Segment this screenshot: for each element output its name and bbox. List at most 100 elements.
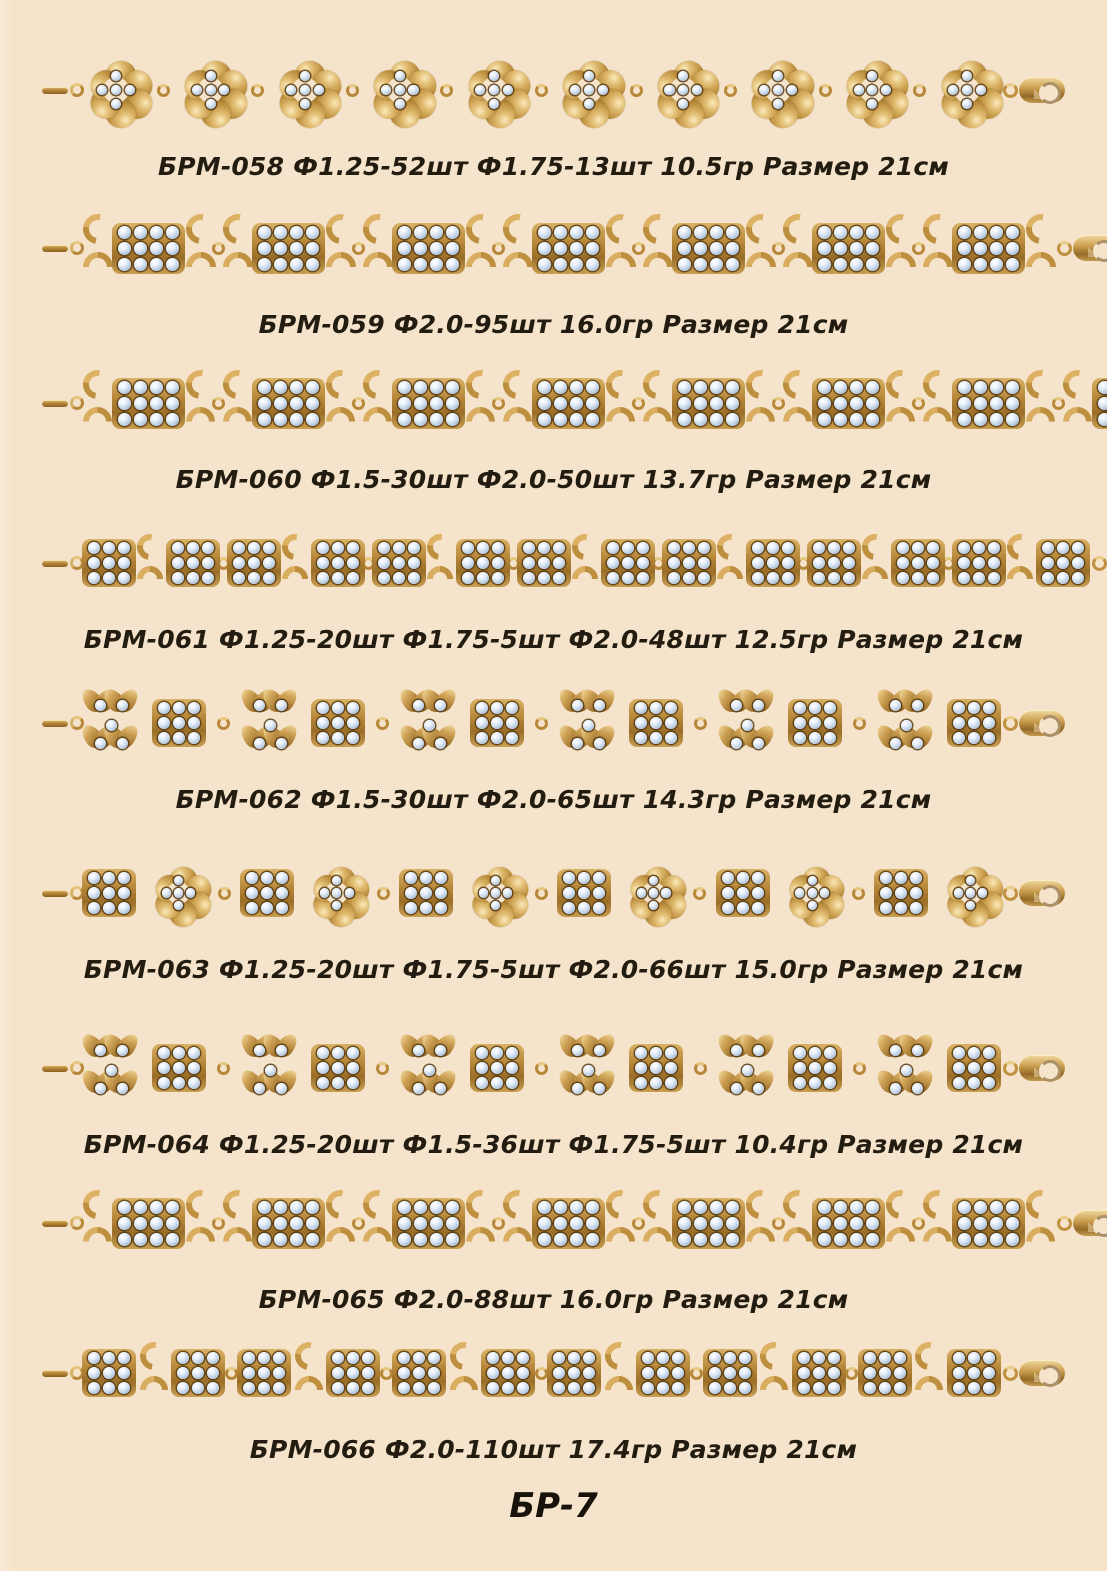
crystal-stone xyxy=(490,876,500,886)
crystal-stone xyxy=(570,396,583,410)
crystal-stone xyxy=(812,1367,825,1379)
crystal-stone xyxy=(694,412,707,426)
crystal-stone xyxy=(982,1352,995,1364)
crystal-stone xyxy=(419,902,432,914)
crystal-stone xyxy=(88,872,100,884)
crystal-stone xyxy=(290,225,303,239)
chain-jump-ring xyxy=(912,241,925,255)
crystal-stone xyxy=(95,700,106,711)
crystal-stone xyxy=(952,1382,965,1394)
bracelet-gem-cluster xyxy=(392,1345,447,1401)
crystal-stone xyxy=(578,872,591,884)
chain-jump-ring xyxy=(629,83,643,97)
bracelet-gem-cluster xyxy=(601,535,655,591)
bracelet-scroll-filigree xyxy=(711,528,749,598)
crystal-stone xyxy=(974,412,987,426)
crystal-stone xyxy=(258,1232,271,1246)
crystal-stone xyxy=(812,1352,825,1364)
bracelet-row-брм-065: БРМ-065 Ф2.0-88шт 16.0гр Размер 21см xyxy=(0,1175,1107,1314)
crystal-stone xyxy=(134,412,147,426)
crystal-stone xyxy=(657,1367,670,1379)
crystal-stone xyxy=(850,380,863,394)
bracelet-link-flower xyxy=(940,861,1008,927)
crystal-stone xyxy=(118,225,131,239)
bracelet-scroll-filigree xyxy=(599,1336,639,1410)
crystal-stone xyxy=(233,572,245,584)
crystal-stone xyxy=(794,1047,806,1059)
bracelet-gem-cluster xyxy=(227,535,281,591)
crystal-stone xyxy=(187,572,199,584)
crystal-stone xyxy=(413,1083,424,1094)
crystal-stone xyxy=(982,1367,995,1379)
crystal-stone xyxy=(813,557,825,569)
clasp-body xyxy=(1019,1360,1065,1387)
bracelet-scroll-filigree xyxy=(356,1184,399,1263)
chain-jump-ring xyxy=(218,886,232,900)
crystal-stone xyxy=(117,700,128,711)
bracelet-link-flower xyxy=(623,861,691,927)
filigree-curl xyxy=(739,1220,782,1263)
bracelet-gem-cluster xyxy=(672,1194,745,1253)
crystal-stone xyxy=(594,738,605,749)
crystal-stone xyxy=(273,1382,286,1394)
crystal-stone xyxy=(538,257,551,271)
crystal-stone xyxy=(414,225,427,239)
crystal-stone xyxy=(1006,380,1019,394)
crystal-stone xyxy=(446,396,459,410)
crystal-stone xyxy=(261,902,274,914)
bracelet-band xyxy=(76,1177,1062,1269)
crystal-stone xyxy=(850,1216,863,1230)
bracelet-scroll-filigree xyxy=(76,364,119,443)
crystal-stone xyxy=(306,1232,319,1246)
crystal-stone xyxy=(968,1047,980,1059)
chain-jump-ring xyxy=(224,1366,238,1380)
crystal-stone xyxy=(678,1232,691,1246)
crystal-stone xyxy=(517,1352,530,1364)
bracelet-gem-cluster xyxy=(812,1194,885,1253)
bracelet-heart-motif xyxy=(877,686,933,760)
crystal-stone xyxy=(850,241,863,255)
crystal-stone xyxy=(818,396,831,410)
crystal-stone xyxy=(446,225,459,239)
crystal-stone xyxy=(731,1083,742,1094)
crystal-stone xyxy=(254,1083,265,1094)
crystal-stone xyxy=(890,1045,901,1056)
crystal-stone xyxy=(752,557,764,569)
filigree-curl xyxy=(179,1220,222,1263)
bracelet-scroll-filigree xyxy=(856,528,894,598)
chain-jump-ring xyxy=(851,886,865,900)
filigree-curl xyxy=(1001,528,1039,566)
bracelet-heart-motif xyxy=(559,686,615,760)
lobster-clasp xyxy=(1003,1055,1065,1082)
crystal-stone xyxy=(274,380,287,394)
crystal-stone xyxy=(983,1077,995,1089)
crystal-stone xyxy=(347,732,359,744)
crystal-stone xyxy=(446,257,459,271)
end-bar xyxy=(42,889,68,897)
bracelet-scroll-filigree xyxy=(356,364,399,443)
crystal-stone xyxy=(317,572,329,584)
crystal-stone xyxy=(694,1232,707,1246)
crystal-stone xyxy=(347,572,359,584)
crystal-stone xyxy=(347,1047,359,1059)
crystal-stone xyxy=(254,1045,265,1056)
crystal-stone xyxy=(263,557,275,569)
filigree-curl xyxy=(421,528,459,566)
crystal-stone xyxy=(188,717,200,729)
crystal-stone xyxy=(491,1062,503,1074)
bracelet-gem-cluster xyxy=(857,1345,912,1401)
crystal-stone xyxy=(597,84,608,96)
crystal-stone xyxy=(607,572,619,584)
crystal-stone xyxy=(276,902,289,914)
crystal-stone xyxy=(158,732,170,744)
bracelet-band xyxy=(82,44,1009,136)
end-jump-ring xyxy=(70,1061,84,1075)
crystal-stone xyxy=(492,542,504,554)
crystal-stone xyxy=(192,1367,205,1379)
crystal-stone xyxy=(188,1062,200,1074)
crystal-stone xyxy=(393,572,405,584)
crystal-stone xyxy=(398,225,411,239)
crystal-stone xyxy=(435,1083,446,1094)
crystal-stone xyxy=(378,557,390,569)
crystal-stone xyxy=(553,542,565,554)
